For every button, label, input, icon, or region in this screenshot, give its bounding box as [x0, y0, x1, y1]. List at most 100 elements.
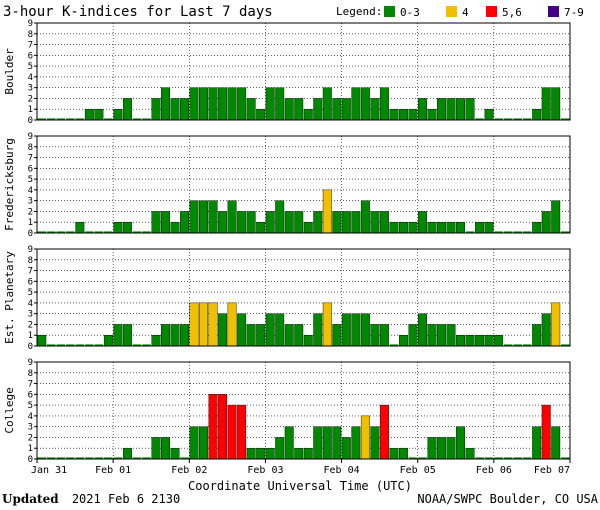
bar: [456, 335, 466, 347]
panel-label: Fredericksburg: [3, 138, 16, 231]
bar: [398, 222, 408, 234]
y-tick-label: 2: [28, 94, 33, 104]
bar: [103, 335, 113, 347]
bar: [541, 87, 551, 121]
bar: [513, 118, 522, 120]
bar: [237, 313, 247, 347]
bar: [437, 98, 446, 121]
x-tick-label: Feb 06: [476, 465, 512, 476]
bar: [113, 324, 123, 347]
bar: [75, 118, 85, 120]
bar: [265, 313, 275, 347]
y-tick-label: 6: [28, 164, 33, 174]
y-tick-label: 7: [28, 154, 33, 164]
bar: [332, 211, 342, 234]
bar: [427, 109, 437, 121]
bar: [56, 231, 66, 233]
y-tick-label: 0: [28, 116, 33, 126]
y-tick-label: 3: [28, 310, 33, 320]
bar: [322, 87, 332, 121]
bar: [551, 302, 561, 347]
bar: [503, 457, 513, 459]
panel-frame: [36, 248, 571, 347]
bar: [360, 415, 370, 460]
y-tick-label: 9: [28, 132, 33, 142]
panel-frame: [36, 135, 571, 234]
y-tick-label: 2: [28, 433, 33, 443]
bar: [465, 231, 475, 233]
legend-item-5-6: 5,6: [502, 6, 522, 19]
x-tick-label: Feb 05: [400, 465, 436, 476]
bar: [142, 231, 151, 233]
bar: [532, 426, 542, 460]
bar: [446, 437, 456, 460]
bar: [560, 344, 570, 346]
bar: [56, 344, 66, 346]
y-tick-label: 7: [28, 380, 33, 390]
bar: [408, 109, 418, 121]
bar: [142, 457, 151, 459]
bar: [532, 324, 542, 347]
bar: [218, 313, 228, 347]
bar: [379, 211, 389, 234]
bar: [494, 231, 503, 233]
bar: [303, 222, 313, 234]
bar: [475, 118, 484, 120]
bar: [475, 222, 485, 234]
bar: [465, 98, 475, 121]
footer-updated-value: 2021 Feb 6 2130: [72, 492, 180, 506]
y-tick-label: 3: [28, 423, 33, 433]
bar: [408, 457, 418, 459]
bar: [199, 426, 209, 460]
bar: [370, 426, 380, 460]
bar: [246, 211, 256, 234]
panel-frame: [36, 22, 571, 121]
bar: [294, 324, 304, 347]
bar: [122, 222, 132, 234]
bar: [341, 313, 351, 347]
bar: [484, 335, 494, 347]
bar: [465, 335, 475, 347]
y-tick-label: 5: [28, 62, 33, 72]
y-tick-label: 9: [28, 19, 33, 29]
bar: [475, 457, 484, 459]
bar: [541, 211, 551, 234]
bar: [503, 118, 513, 120]
legend-swatch-0-3: [384, 6, 395, 17]
bar: [275, 313, 285, 347]
bar: [427, 437, 437, 460]
bar: [456, 426, 466, 460]
bar: [218, 394, 228, 460]
bar: [104, 118, 113, 120]
y-tick-label: 7: [28, 41, 33, 51]
bar: [85, 344, 94, 346]
bar: [151, 335, 161, 347]
legend-label: Legend:: [336, 5, 382, 18]
bar: [322, 426, 332, 460]
bar: [503, 231, 513, 233]
x-tick-label: Feb 03: [247, 465, 283, 476]
bar: [560, 457, 570, 459]
bar: [560, 118, 570, 120]
y-tick-label: 8: [28, 143, 33, 153]
bar: [47, 457, 56, 459]
bar: [465, 448, 475, 460]
bar: [418, 211, 427, 234]
bar: [341, 98, 351, 121]
bar: [284, 426, 294, 460]
y-tick-label: 9: [28, 358, 33, 368]
bar: [522, 344, 532, 346]
bar: [379, 324, 389, 347]
bar: [227, 302, 237, 347]
bar: [456, 98, 466, 121]
bar: [351, 211, 361, 234]
bar: [456, 222, 466, 234]
footer-updated-label: Updated: [2, 492, 59, 506]
bar: [532, 222, 542, 234]
bar: [170, 98, 180, 121]
bar: [398, 109, 408, 121]
bar: [389, 109, 399, 121]
bar: [56, 118, 66, 120]
